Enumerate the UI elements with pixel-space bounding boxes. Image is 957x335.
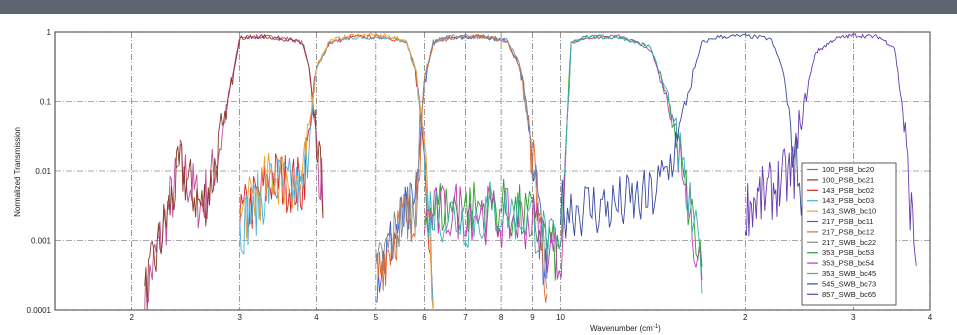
legend-entry: 100_PSB_bc21	[822, 175, 874, 184]
x-tick-label: 7	[463, 313, 468, 322]
legend-entry: 353_PSB_bc54	[822, 259, 874, 268]
x-axis-label-main: Wavenumber (cm	[590, 324, 653, 333]
x-tick-label: 6	[422, 313, 427, 322]
y-tick-label: 0.001	[31, 237, 52, 246]
series-line-353-swb-bc45	[424, 34, 703, 294]
x-axis-label: Wavenumber (cm-1)	[590, 324, 661, 333]
legend-entry: 143_PSB_bc03	[822, 196, 874, 205]
x-tick-label: 2	[129, 313, 134, 322]
legend-box	[801, 162, 897, 306]
y-tick-label: 1	[47, 28, 52, 37]
legend-entry: 143_PSB_bc02	[822, 186, 874, 195]
x-tick-label: 8	[499, 313, 504, 322]
x-tick-label: 3	[851, 313, 856, 322]
series-line-353-psb-bc54	[423, 34, 703, 280]
y-tick-label: 0.0001	[27, 306, 52, 315]
x-axis-label-close: )	[658, 324, 661, 333]
x-tick-label: 4	[928, 313, 933, 322]
series-line-143-swb-bc10	[239, 32, 434, 310]
series-line-217-swb-bc22	[375, 33, 548, 290]
x-axis-label-sup: -1	[653, 324, 659, 330]
legend-entry: 353_PSB_bc53	[822, 248, 874, 257]
header-band	[0, 0, 957, 14]
x-tick-label: 10	[556, 313, 565, 322]
x-tick-label: 4	[314, 313, 319, 322]
series-line-857-swb-bc65	[744, 33, 917, 266]
legend-entry: 217_PSB_bc12	[822, 227, 874, 236]
legend-entry: 217_SWB_bc22	[822, 238, 876, 247]
x-tick-label: 3	[237, 313, 242, 322]
x-tick-label: 9	[530, 313, 535, 322]
series-line-545-swb-bc73	[560, 33, 806, 239]
x-tick-label: 2	[743, 313, 748, 322]
y-axis-label: Normalized Transmission	[13, 127, 22, 217]
legend-entry: 100_PSB_bc20	[822, 165, 874, 174]
x-tick-label: 5	[374, 313, 379, 322]
legend-entry: 857_SWB_bc65	[822, 290, 876, 299]
y-tick-label: 0.01	[35, 167, 51, 176]
x-tick-labels: 2 3 4 5 6 7 8 9 10 2 3 4	[129, 313, 932, 322]
y-tick-labels: 1 0.1 0.01 0.001 0.0001	[27, 28, 52, 315]
legend-entry: 143_SWB_bc10	[822, 207, 876, 216]
legend-entry: 217_PSB_bc11	[822, 217, 874, 226]
y-tick-label: 0.1	[40, 98, 52, 107]
series-line-100-psb-bc21	[144, 33, 324, 310]
legend: 100_PSB_bc20100_PSB_bc21143_PSB_bc02143_…	[801, 162, 897, 306]
legend-entry: 353_SWB_bc45	[822, 269, 876, 278]
legend-entry: 545_SWB_bc73	[822, 279, 876, 288]
series-group	[144, 32, 917, 310]
